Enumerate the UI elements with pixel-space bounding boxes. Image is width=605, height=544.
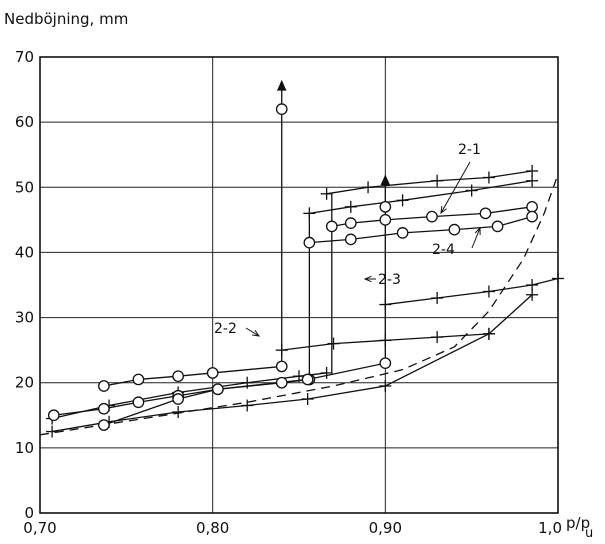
data-point-circle (344, 217, 357, 229)
data-point-circle (275, 103, 288, 115)
y-tick-label: 40 (15, 243, 34, 261)
x-axis-label-subscript: u (585, 526, 593, 541)
data-point-circle (275, 360, 288, 373)
data-point-circle (303, 236, 316, 249)
series-annotation: 2-2 (214, 321, 237, 337)
data-point-circle (526, 200, 538, 213)
annotation-leader (440, 161, 471, 214)
annotation-leader (471, 227, 481, 249)
jump-arrow (380, 174, 391, 186)
data-point-circle (211, 383, 224, 396)
chart-tick-labels: 0 10 20 30 40 50 60 70 0,70 0,80 0,90 1,0 (15, 48, 562, 537)
data-point-circle (426, 210, 438, 223)
series-line (39, 174, 559, 436)
annotation-arrowhead (252, 330, 261, 337)
y-axis-label: Nedböjning, mm (4, 10, 128, 28)
y-tick-label: 70 (15, 48, 34, 66)
data-point-circle (448, 223, 461, 236)
data-point-circle (325, 220, 338, 233)
x-axis-label-main: p/p (566, 514, 590, 532)
series-annotation: 2-4 (432, 242, 455, 258)
y-tick-label: 20 (15, 374, 34, 392)
data-point-circle (206, 367, 219, 379)
chart-annotations: 2-1 2-4 2-3 2-2 (214, 142, 481, 337)
y-tick-label: 0 (24, 504, 34, 522)
plot-frame (39, 56, 559, 514)
data-point-circle (301, 373, 314, 386)
series-line (309, 215, 533, 244)
jump-arrow (276, 79, 287, 91)
data-point-circle (172, 393, 184, 405)
data-point-circle (491, 220, 504, 233)
y-tick-label: 60 (15, 113, 34, 131)
series-line (309, 180, 533, 214)
data-point-circle (47, 409, 60, 422)
data-point-circle (98, 380, 110, 392)
data-point-circle (379, 214, 392, 226)
y-tick-label: 10 (15, 439, 34, 457)
data-point-circle (172, 370, 184, 383)
annotation-arrowhead (440, 205, 447, 215)
data-point-circle (479, 207, 492, 220)
data-point-circle (98, 402, 110, 415)
series-line (326, 170, 533, 195)
x-tick-label: 0,80 (196, 519, 229, 537)
data-point-circle (132, 373, 145, 386)
data-point-circle (526, 210, 538, 223)
annotation-arrowhead (363, 275, 372, 283)
series-line (103, 362, 386, 426)
series-line (51, 294, 533, 433)
y-tick-label: 30 (15, 309, 34, 327)
series-annotation: 2-3 (378, 272, 401, 288)
data-point-circle (132, 396, 145, 409)
chart-marks (39, 79, 564, 438)
data-point-circle (98, 419, 110, 431)
annotation-leader (245, 327, 260, 337)
data-point-circle (275, 376, 288, 389)
data-point-circle (379, 200, 392, 213)
x-axis-label: p/p u (566, 514, 593, 541)
chart-grid (39, 56, 559, 514)
data-point-circle (379, 357, 392, 370)
x-tick-label: 1,0 (538, 519, 562, 537)
y-tick-label: 50 (15, 178, 34, 196)
annotation-arrowhead (474, 226, 481, 236)
series-annotation: 2-1 (458, 142, 481, 158)
data-point-circle (396, 227, 409, 239)
data-point-circle (344, 233, 357, 246)
x-tick-label: 0,70 (23, 519, 56, 537)
x-tick-label: 0,90 (369, 519, 402, 537)
